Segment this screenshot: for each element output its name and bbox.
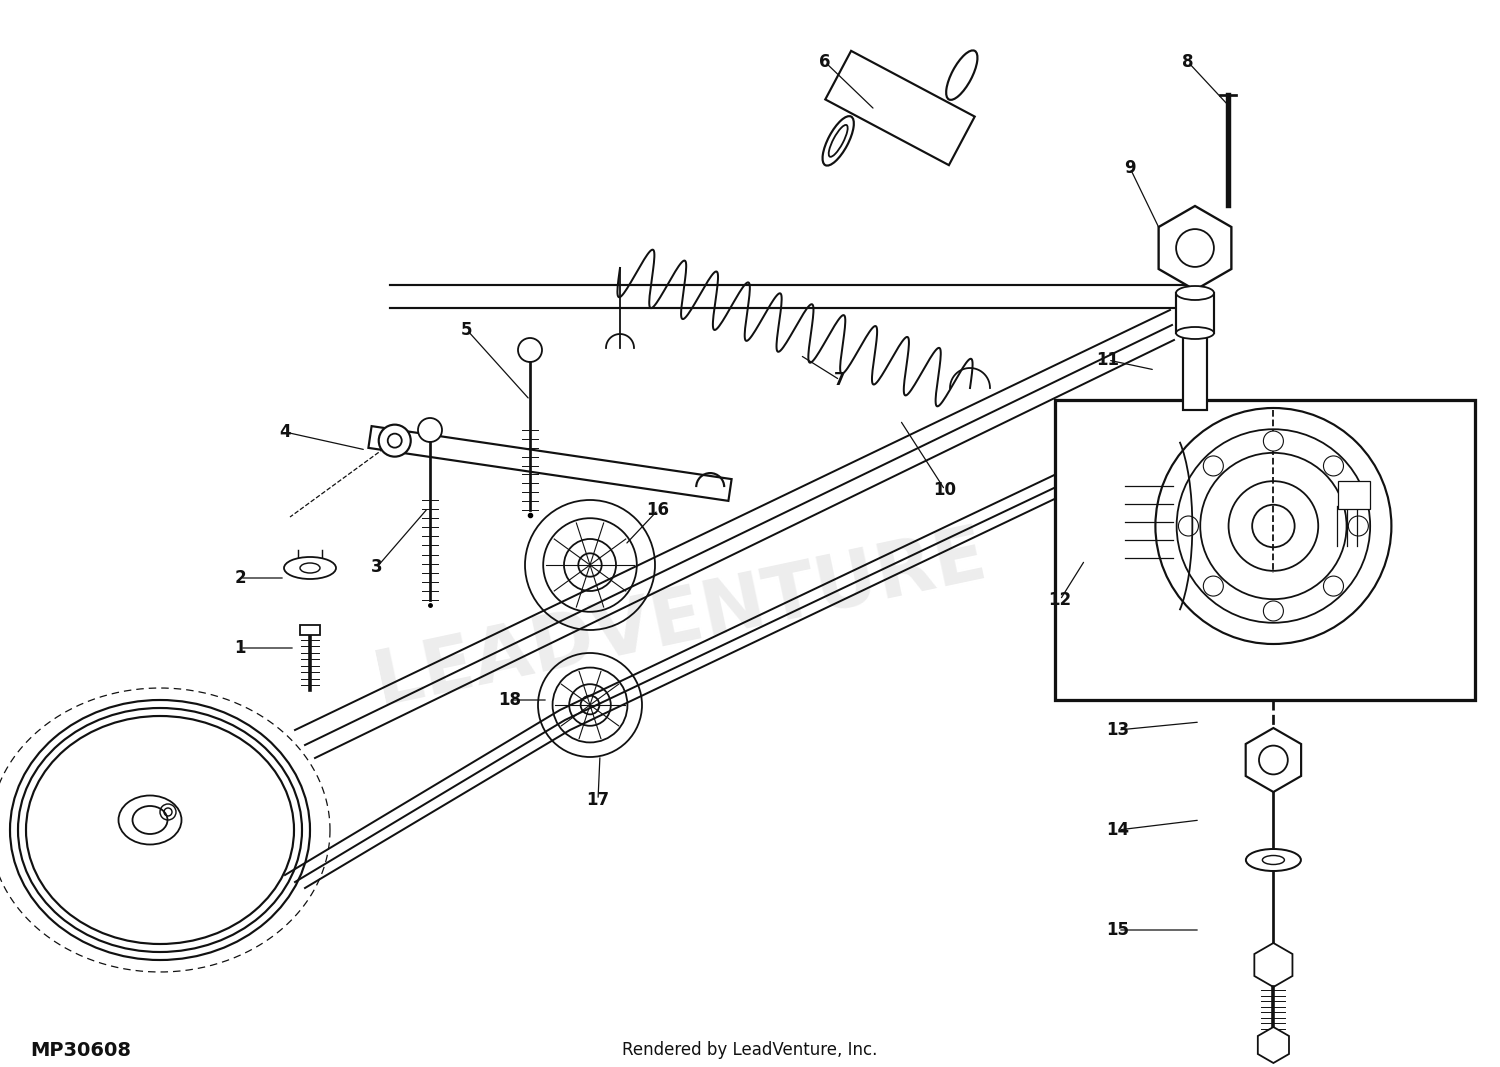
- Text: 18: 18: [498, 691, 522, 708]
- Polygon shape: [1158, 206, 1232, 290]
- Circle shape: [1203, 576, 1224, 596]
- Text: 5: 5: [462, 321, 472, 339]
- Text: 10: 10: [933, 481, 957, 499]
- Text: Rendered by LeadVenture, Inc.: Rendered by LeadVenture, Inc.: [622, 1041, 878, 1060]
- Bar: [1054, 400, 1474, 700]
- Bar: [1338, 481, 1371, 509]
- Text: 11: 11: [1096, 351, 1119, 369]
- Ellipse shape: [1176, 286, 1214, 300]
- Text: 15: 15: [1107, 921, 1130, 939]
- Polygon shape: [369, 426, 732, 500]
- Circle shape: [1203, 456, 1224, 476]
- Polygon shape: [1254, 943, 1293, 987]
- Text: LEADVENTURE: LEADVENTURE: [368, 519, 993, 721]
- Text: 2: 2: [234, 569, 246, 587]
- Ellipse shape: [946, 50, 978, 100]
- Ellipse shape: [284, 557, 336, 579]
- Text: 14: 14: [1107, 821, 1130, 839]
- Polygon shape: [1245, 728, 1300, 792]
- Ellipse shape: [1246, 849, 1300, 871]
- Text: 4: 4: [279, 423, 291, 441]
- Text: 1: 1: [234, 639, 246, 657]
- Circle shape: [1323, 576, 1344, 596]
- Text: 8: 8: [1182, 53, 1194, 71]
- Text: MP30608: MP30608: [30, 1040, 130, 1060]
- Text: 7: 7: [834, 371, 846, 389]
- Text: 17: 17: [586, 791, 609, 809]
- Bar: [300, 625, 320, 635]
- Ellipse shape: [822, 116, 854, 165]
- Text: 3: 3: [370, 558, 382, 576]
- Circle shape: [518, 338, 542, 362]
- Polygon shape: [1258, 1028, 1288, 1063]
- Text: 12: 12: [1048, 591, 1071, 609]
- Circle shape: [1348, 516, 1368, 536]
- Bar: [1176, 293, 1214, 333]
- Circle shape: [1179, 516, 1198, 536]
- Circle shape: [1263, 601, 1284, 621]
- Bar: [1184, 333, 1208, 410]
- Circle shape: [1155, 408, 1392, 644]
- Ellipse shape: [1176, 327, 1214, 339]
- Bar: [825, 51, 975, 165]
- Text: 13: 13: [1107, 721, 1130, 739]
- Circle shape: [1263, 431, 1284, 451]
- Text: 9: 9: [1124, 159, 1136, 177]
- Text: 16: 16: [646, 501, 669, 519]
- Text: 6: 6: [819, 53, 831, 71]
- Circle shape: [378, 425, 411, 457]
- Circle shape: [419, 418, 442, 442]
- Circle shape: [1323, 456, 1344, 476]
